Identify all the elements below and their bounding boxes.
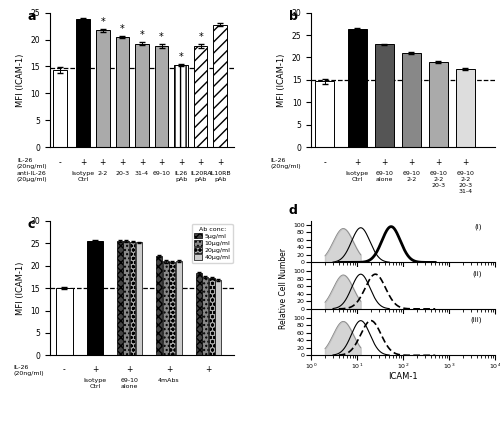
Bar	[202, 277, 208, 355]
Text: (iii): (iii)	[470, 317, 482, 323]
X-axis label: ICAM-1: ICAM-1	[388, 372, 418, 381]
Bar	[428, 62, 448, 147]
Text: Isotype
Ctrl: Isotype Ctrl	[72, 171, 95, 182]
Text: *: *	[140, 30, 144, 40]
Bar	[156, 256, 162, 355]
Text: +: +	[158, 158, 164, 167]
Text: IL-26
(20ng/ml): IL-26 (20ng/ml)	[270, 158, 302, 169]
Y-axis label: MFI (ICAM-1): MFI (ICAM-1)	[16, 53, 25, 107]
Text: anti-IL-26
(20μg/ml): anti-IL-26 (20μg/ml)	[17, 171, 48, 182]
Bar	[135, 44, 149, 147]
Text: +: +	[100, 158, 106, 167]
Text: b: b	[289, 10, 298, 23]
Text: (i): (i)	[474, 224, 482, 231]
Text: +: +	[435, 158, 442, 167]
Text: +: +	[80, 158, 86, 167]
Text: *: *	[178, 52, 184, 62]
Bar	[174, 66, 188, 147]
Bar	[87, 241, 103, 355]
Text: 69-10: 69-10	[152, 171, 170, 176]
Text: 20-3: 20-3	[116, 171, 130, 176]
Bar	[348, 29, 366, 147]
Bar	[130, 242, 136, 355]
Text: 69-10
2-2
20-3
31-4: 69-10 2-2 20-3 31-4	[456, 171, 474, 194]
Text: +: +	[354, 158, 360, 167]
Text: -: -	[324, 158, 326, 167]
Text: *: *	[120, 24, 125, 34]
Text: IL10RB
pAb: IL10RB pAb	[210, 171, 231, 182]
Text: Isotype
Ctrl: Isotype Ctrl	[346, 171, 368, 182]
Text: +: +	[462, 158, 468, 167]
Bar	[123, 241, 129, 355]
Text: +: +	[198, 158, 204, 167]
Bar	[456, 69, 474, 147]
Text: c: c	[28, 218, 36, 231]
Text: Isotype
Ctrl: Isotype Ctrl	[84, 378, 106, 389]
Bar	[53, 70, 66, 147]
Text: a: a	[28, 10, 36, 23]
Text: IL26
pAb: IL26 pAb	[174, 171, 188, 182]
Text: 69-10
2-2
20-3: 69-10 2-2 20-3	[430, 171, 447, 188]
Text: IL-26
(20ng/ml): IL-26 (20ng/ml)	[17, 158, 48, 169]
Text: *: *	[100, 16, 105, 27]
Text: 69-10
2-2: 69-10 2-2	[402, 171, 420, 182]
Text: IL-26
(20ng/ml): IL-26 (20ng/ml)	[13, 365, 44, 376]
Legend: 5μg/ml, 10μg/ml, 20μg/ml, 40μg/ml: 5μg/ml, 10μg/ml, 20μg/ml, 40μg/ml	[192, 224, 232, 263]
Bar	[116, 241, 122, 355]
Text: 69-10
alone: 69-10 alone	[120, 378, 138, 389]
Text: IL20RA
pAb: IL20RA pAb	[190, 171, 212, 182]
Text: +: +	[92, 365, 98, 374]
Bar	[194, 46, 207, 147]
Bar	[209, 278, 215, 355]
Bar	[315, 81, 334, 147]
Text: *: *	[198, 32, 203, 42]
Bar	[402, 53, 420, 147]
Text: -: -	[63, 365, 66, 374]
Bar	[116, 37, 129, 147]
Text: +: +	[119, 158, 126, 167]
Bar	[163, 261, 168, 355]
Bar	[56, 288, 72, 355]
Text: 69-10
alone: 69-10 alone	[375, 171, 393, 182]
Bar	[214, 25, 227, 147]
Text: *: *	[159, 32, 164, 42]
Text: +: +	[381, 158, 388, 167]
Text: +: +	[206, 365, 212, 374]
Text: 2-2: 2-2	[98, 171, 108, 176]
Bar	[216, 280, 222, 355]
Text: +: +	[178, 158, 184, 167]
Text: +: +	[139, 158, 145, 167]
Text: Relative Cell Number: Relative Cell Number	[279, 247, 288, 329]
Text: (ii): (ii)	[472, 270, 482, 277]
Bar	[136, 242, 142, 355]
Text: +: +	[166, 365, 172, 374]
Text: +: +	[408, 158, 414, 167]
Y-axis label: MFI (ICAM-1): MFI (ICAM-1)	[16, 261, 25, 315]
Bar	[170, 262, 175, 355]
Bar	[374, 44, 394, 147]
Bar	[196, 273, 202, 355]
Bar	[154, 46, 168, 147]
Text: -: -	[58, 158, 61, 167]
Bar	[76, 19, 90, 147]
Text: +: +	[126, 365, 132, 374]
Y-axis label: MFI (ICAM-1): MFI (ICAM-1)	[277, 53, 286, 107]
Bar	[176, 261, 182, 355]
Text: +: +	[217, 158, 224, 167]
Text: d: d	[288, 204, 298, 217]
Text: 31-4: 31-4	[135, 171, 149, 176]
Text: 4mAbs: 4mAbs	[158, 378, 180, 383]
Bar	[96, 30, 110, 147]
